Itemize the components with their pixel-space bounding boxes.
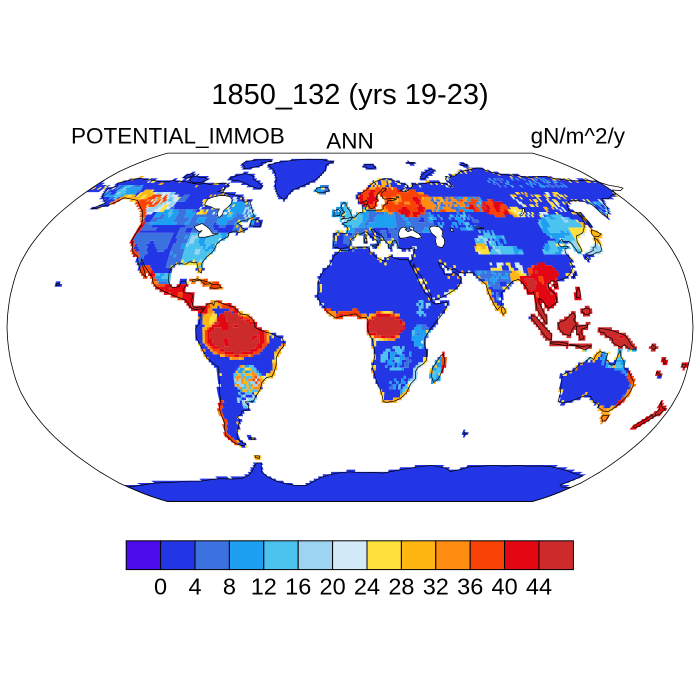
svg-text:0: 0 bbox=[154, 574, 167, 600]
svg-text:POTENTIAL_IMMOB: POTENTIAL_IMMOB bbox=[71, 124, 285, 149]
svg-text:4: 4 bbox=[188, 574, 201, 600]
svg-text:20: 20 bbox=[320, 574, 346, 600]
svg-text:ANN: ANN bbox=[326, 129, 374, 154]
svg-text:16: 16 bbox=[285, 574, 311, 600]
svg-text:44: 44 bbox=[526, 574, 552, 600]
svg-text:40: 40 bbox=[492, 574, 518, 600]
svg-text:1850_132 (yrs 19-23): 1850_132 (yrs 19-23) bbox=[211, 79, 488, 111]
svg-text:8: 8 bbox=[223, 574, 236, 600]
svg-text:36: 36 bbox=[457, 574, 483, 600]
svg-text:gN/m^2/y: gN/m^2/y bbox=[531, 124, 626, 149]
svg-text:12: 12 bbox=[251, 574, 277, 600]
svg-text:28: 28 bbox=[388, 574, 414, 600]
svg-text:24: 24 bbox=[354, 574, 380, 600]
svg-text:32: 32 bbox=[423, 574, 449, 600]
